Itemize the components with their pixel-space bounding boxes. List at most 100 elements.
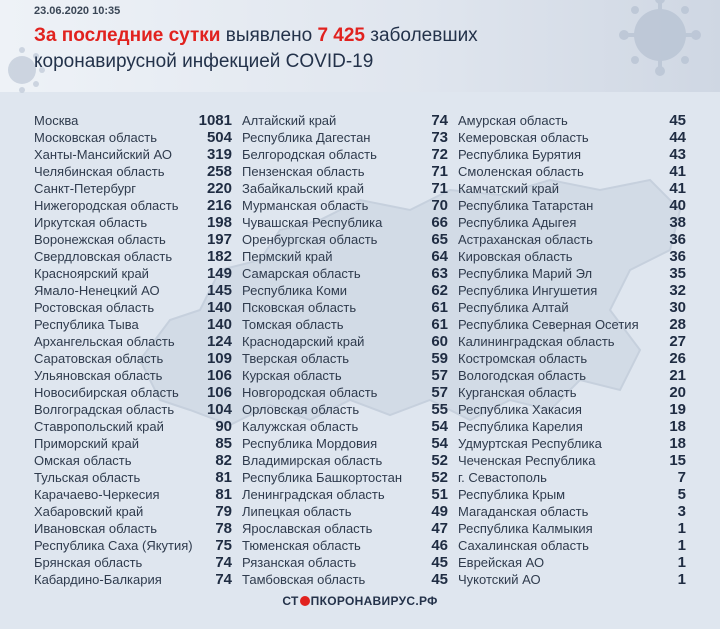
region-case-count: 66 bbox=[431, 214, 448, 231]
region-case-count: 1 bbox=[677, 520, 686, 537]
headline-mid: выявлено bbox=[220, 25, 318, 46]
region-row: Курганская область 20 bbox=[458, 384, 686, 401]
region-name: Красноярский край bbox=[34, 266, 149, 281]
region-name: Новосибирская область bbox=[34, 385, 179, 400]
region-case-count: 216 bbox=[206, 197, 232, 214]
region-name: Нижегородская область bbox=[34, 198, 179, 213]
region-case-count: 55 bbox=[431, 401, 448, 418]
region-name: Республика Хакасия bbox=[458, 402, 582, 417]
region-row: Республика Хакасия 19 bbox=[458, 401, 686, 418]
region-row: Ямало-Ненецкий АО 145 bbox=[34, 282, 232, 299]
headline: За последние сутки выявлено 7 425 заболе… bbox=[34, 23, 654, 75]
region-name: Ханты-Мансийский АО bbox=[34, 147, 172, 162]
region-row: Республика Крым 5 bbox=[458, 486, 686, 503]
region-row: Тюменская область 46 bbox=[242, 537, 448, 554]
region-name: Свердловская область bbox=[34, 249, 173, 264]
region-name: Московская область bbox=[34, 130, 158, 145]
region-name: Сахалинская область bbox=[458, 538, 589, 553]
region-name: Удмуртская Республика bbox=[458, 436, 602, 451]
region-row: Тверская область 59 bbox=[242, 350, 448, 367]
region-name: Амурская область bbox=[458, 113, 568, 128]
region-row: Республика Ингушетия 32 bbox=[458, 282, 686, 299]
region-row: Республика Дагестан 73 bbox=[242, 129, 448, 146]
region-name: Республика Дагестан bbox=[242, 130, 371, 145]
region-case-count: 140 bbox=[206, 299, 232, 316]
region-case-count: 44 bbox=[669, 129, 686, 146]
region-name: Омская область bbox=[34, 453, 132, 468]
region-row: Ульяновская область 106 bbox=[34, 367, 232, 384]
region-case-count: 149 bbox=[206, 265, 232, 282]
region-row: Республика Калмыкия 1 bbox=[458, 520, 686, 537]
total-cases-count: 7 425 bbox=[317, 25, 365, 46]
region-case-count: 54 bbox=[431, 435, 448, 452]
region-row: Республика Саха (Якутия) 75 bbox=[34, 537, 232, 554]
region-case-count: 124 bbox=[206, 333, 232, 350]
region-case-count: 104 bbox=[206, 401, 232, 418]
region-case-count: 32 bbox=[669, 282, 686, 299]
region-case-count: 1 bbox=[677, 554, 686, 571]
timestamp: 23.06.2020 10:35 bbox=[34, 5, 121, 17]
region-name: Орловская область bbox=[242, 402, 360, 417]
region-name: Республика Коми bbox=[242, 283, 348, 298]
region-row: Костромская область 26 bbox=[458, 350, 686, 367]
region-name: Камчатский край bbox=[458, 181, 559, 196]
region-row: Ивановская область 78 bbox=[34, 520, 232, 537]
region-row: Республика Карелия 18 bbox=[458, 418, 686, 435]
region-row: Республика Мордовия 54 bbox=[242, 435, 448, 452]
region-name: Чукотский АО bbox=[458, 572, 541, 587]
region-name: Кировская область bbox=[458, 249, 573, 264]
region-case-count: 28 bbox=[669, 316, 686, 333]
region-row: Воронежская область 197 bbox=[34, 231, 232, 248]
region-case-count: 35 bbox=[669, 265, 686, 282]
region-case-count: 85 bbox=[215, 435, 232, 452]
logo-prefix: СТ bbox=[282, 594, 299, 608]
region-name: Республика Татарстан bbox=[458, 198, 594, 213]
region-case-count: 54 bbox=[431, 418, 448, 435]
region-case-count: 62 bbox=[431, 282, 448, 299]
region-row: Республика Северная Осетия 28 bbox=[458, 316, 686, 333]
region-name: Рязанская область bbox=[242, 555, 357, 570]
region-row: Ставропольский край 90 bbox=[34, 418, 232, 435]
region-name: Санкт-Петербург bbox=[34, 181, 136, 196]
region-name: Ульяновская область bbox=[34, 368, 163, 383]
region-name: Тюменская область bbox=[242, 538, 361, 553]
region-name: Краснодарский край bbox=[242, 334, 365, 349]
region-name: Псковская область bbox=[242, 300, 357, 315]
region-row: Саратовская область 109 bbox=[34, 350, 232, 367]
region-row: Ханты-Мансийский АО 319 bbox=[34, 146, 232, 163]
region-case-count: 36 bbox=[669, 231, 686, 248]
region-name: Республика Северная Осетия bbox=[458, 317, 639, 332]
headline-line-2: коронавирусной инфекцией COVID-19 bbox=[34, 51, 374, 72]
region-name: Республика Карелия bbox=[458, 419, 583, 434]
region-case-count: 15 bbox=[669, 452, 686, 469]
region-name: Тамбовская область bbox=[242, 572, 366, 587]
region-name: Забайкальский край bbox=[242, 181, 365, 196]
region-case-count: 106 bbox=[206, 384, 232, 401]
region-row: Магаданская область 3 bbox=[458, 503, 686, 520]
russia-map-icon bbox=[138, 178, 682, 427]
region-case-count: 109 bbox=[206, 350, 232, 367]
region-name: Саратовская область bbox=[34, 351, 164, 366]
region-row: Республика Марий Эл 35 bbox=[458, 265, 686, 282]
region-row: г. Севастополь 7 bbox=[458, 469, 686, 486]
region-name: Калужская область bbox=[242, 419, 359, 434]
header-background bbox=[0, 0, 720, 92]
headline-suffix: заболевших bbox=[364, 25, 478, 46]
region-case-count: 43 bbox=[669, 146, 686, 163]
region-row: Иркутская область 198 bbox=[34, 214, 232, 231]
region-case-count: 182 bbox=[206, 248, 232, 265]
region-row: Липецкая область 49 bbox=[242, 503, 448, 520]
region-row: Кировская область 36 bbox=[458, 248, 686, 265]
region-row: Приморский край 85 bbox=[34, 435, 232, 452]
region-name: Карачаево-Черкесия bbox=[34, 487, 160, 502]
region-row: Москва 1081 bbox=[34, 112, 232, 129]
region-case-count: 71 bbox=[431, 163, 448, 180]
region-name: Алтайский край bbox=[242, 113, 337, 128]
region-case-count: 45 bbox=[669, 112, 686, 129]
region-case-count: 57 bbox=[431, 384, 448, 401]
region-name: Республика Алтай bbox=[458, 300, 569, 315]
region-name: Курганская область bbox=[458, 385, 577, 400]
region-case-count: 61 bbox=[431, 299, 448, 316]
region-name: Архангельская область bbox=[34, 334, 175, 349]
regions-column-1: Москва 1081 Московская область 504 Ханты-Ман… bbox=[34, 112, 232, 588]
